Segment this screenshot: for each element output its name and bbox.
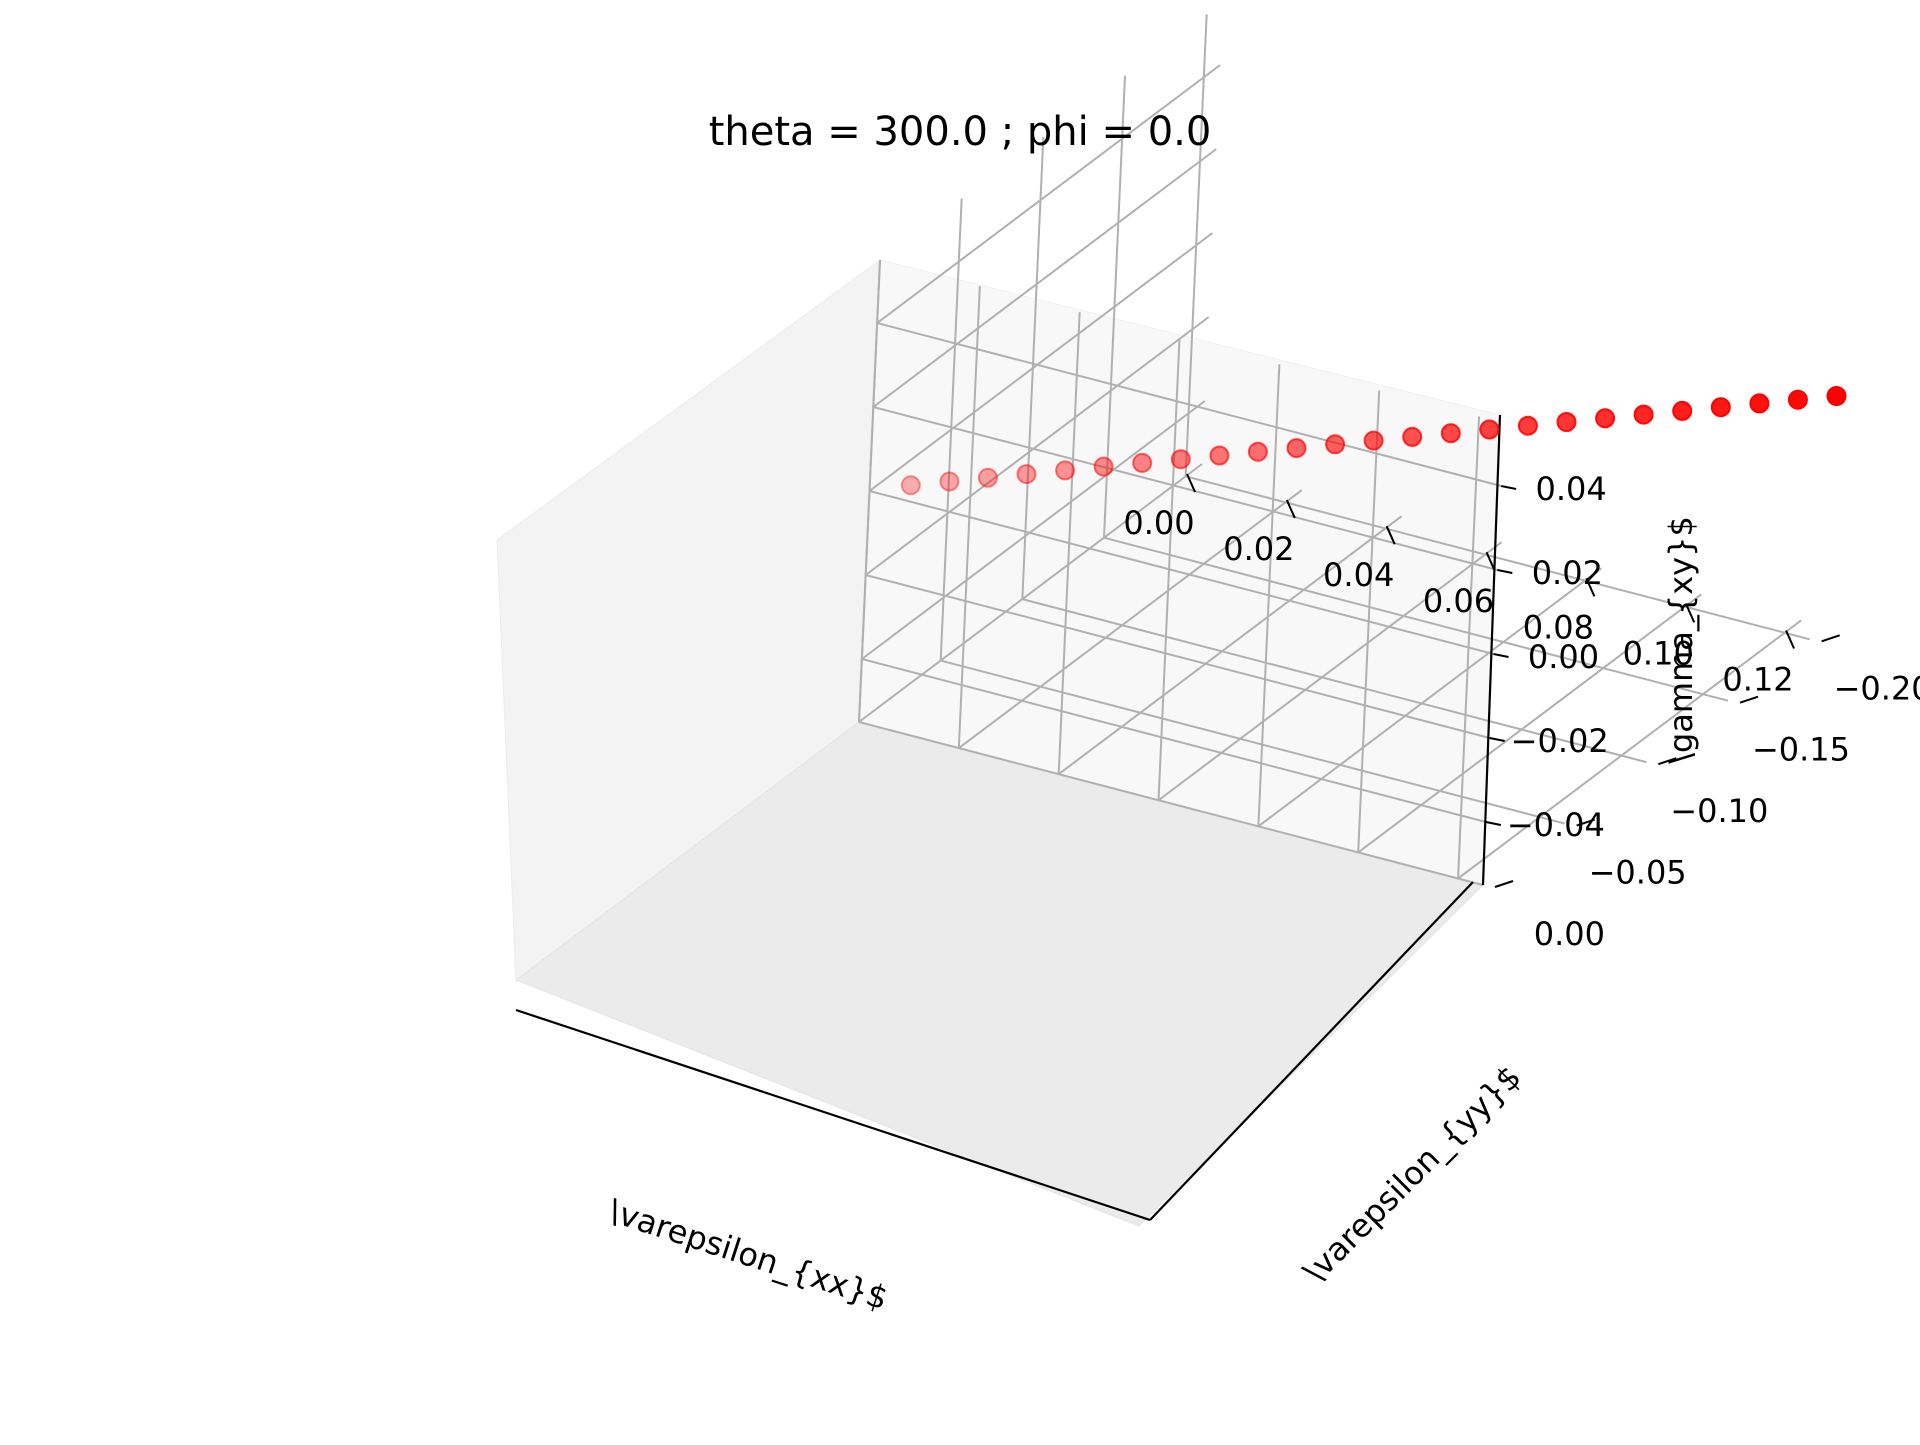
- x-tick-label: 0.06: [1423, 582, 1494, 620]
- data-point: [1055, 460, 1076, 481]
- tick-marks: [1186, 473, 1840, 888]
- x-tick: [1785, 630, 1795, 649]
- data-point: [939, 471, 960, 492]
- z-tick: [1489, 737, 1505, 742]
- y-tick: [1658, 757, 1677, 766]
- data-point: [1595, 408, 1616, 429]
- data-point: [1325, 434, 1346, 455]
- z-tick-label: 0.00: [1528, 638, 1599, 676]
- x-gridline: [858, 463, 1203, 723]
- x-tick: [1385, 525, 1396, 545]
- x-gridline: [1257, 567, 1602, 828]
- x-tick-label: 0.02: [1223, 530, 1294, 568]
- x-tick: [1485, 551, 1496, 571]
- y-tick-label: −0.15: [1752, 731, 1850, 769]
- z-tick: [1500, 485, 1517, 490]
- z-gridline: [876, 64, 1221, 324]
- x-tick-label: 0.10: [1623, 634, 1694, 672]
- data-point: [1286, 438, 1307, 459]
- data-point: [1556, 412, 1577, 432]
- z-tick: [1493, 653, 1509, 658]
- z-gridline: [865, 574, 1490, 739]
- y-gridline: [1103, 536, 1729, 702]
- z-tick-label: −0.02: [1511, 722, 1609, 760]
- z-axis-line: [1481, 414, 1502, 886]
- z-tick-label: 0.04: [1536, 470, 1607, 508]
- x-tick-label: 0.00: [1123, 504, 1194, 542]
- data-point: [1247, 441, 1268, 462]
- y-gridline: [858, 721, 1484, 886]
- data-point: [1440, 423, 1461, 444]
- z-gridline: [868, 232, 1214, 492]
- x-axis-line: [515, 1008, 1151, 1222]
- y-tick-label: −0.20: [1834, 669, 1920, 707]
- y-tick-label: −0.05: [1589, 854, 1687, 892]
- z-gridline: [861, 400, 1206, 660]
- y-tick-label: −0.10: [1670, 792, 1768, 830]
- z-gridline: [872, 148, 1217, 408]
- y-tick: [1576, 818, 1595, 827]
- z-tick-label: 0.02: [1532, 554, 1603, 592]
- z-tick: [1497, 569, 1513, 574]
- data-point: [1517, 415, 1538, 436]
- data-point: [1787, 389, 1808, 410]
- axes-lines: [515, 414, 1502, 1222]
- z-gridline: [861, 658, 1487, 823]
- data-point: [1402, 426, 1423, 447]
- x-axis-label: \varepsilon_{xx}$: [604, 1191, 893, 1317]
- data-point: [1093, 456, 1114, 477]
- x-gridline: [1457, 619, 1802, 880]
- x-gridline: [1058, 515, 1403, 775]
- z-axis-label: \gamma_{xy}$: [1662, 516, 1700, 764]
- y-gridline: [1022, 598, 1647, 764]
- z-gridline: [869, 490, 1494, 655]
- y-tick: [1739, 695, 1759, 704]
- x-tick: [1585, 577, 1596, 597]
- data-point: [1826, 386, 1847, 406]
- y-tick: [1494, 880, 1514, 888]
- x-tick: [1186, 473, 1196, 493]
- x-tick-label: 0.04: [1323, 556, 1394, 594]
- y-gridline: [1185, 475, 1810, 641]
- gridlines: [858, 14, 1810, 886]
- x-tick-label: 0.08: [1523, 608, 1594, 646]
- x-gridline: [958, 489, 1303, 749]
- data-point: [900, 475, 921, 496]
- z-tick-label: −0.04: [1507, 806, 1605, 844]
- data-point: [1749, 393, 1770, 414]
- data-point: [1710, 397, 1731, 418]
- data-point: [1672, 400, 1693, 421]
- scatter-series: [900, 386, 1847, 496]
- axes-panes: [496, 258, 1501, 1227]
- z-tick: [1485, 821, 1502, 826]
- z-gridline: [865, 316, 1210, 576]
- x-tick: [1685, 603, 1696, 623]
- z-gridline: [876, 322, 1502, 487]
- data-point: [1479, 419, 1500, 440]
- chart-title: theta = 300.0 ; phi = 0.0: [709, 109, 1212, 155]
- x-tick: [1285, 499, 1296, 519]
- x-gridline: [1357, 593, 1702, 854]
- x-gridline: [1157, 541, 1503, 802]
- data-point: [1170, 449, 1191, 470]
- data-point: [1132, 452, 1153, 473]
- data-point: [1363, 430, 1384, 451]
- y-tick-label: 0.00: [1534, 915, 1605, 953]
- y-axis-label: \varepsilon_{yy}$: [1296, 1058, 1529, 1291]
- y-axis-line: [1149, 881, 1474, 1221]
- data-point: [977, 467, 998, 488]
- y-tick: [1821, 634, 1840, 643]
- data-point: [1016, 464, 1037, 485]
- data-point: [1209, 445, 1230, 466]
- tick-labels: 0.00 0.02 0.04 0.06 0.08 0.10 0.12 0.00 −0.05 −0.…: [1123, 470, 1920, 953]
- x-tick-label: 0.12: [1722, 660, 1793, 698]
- y-gridline: [940, 659, 1565, 825]
- data-point: [1633, 404, 1654, 425]
